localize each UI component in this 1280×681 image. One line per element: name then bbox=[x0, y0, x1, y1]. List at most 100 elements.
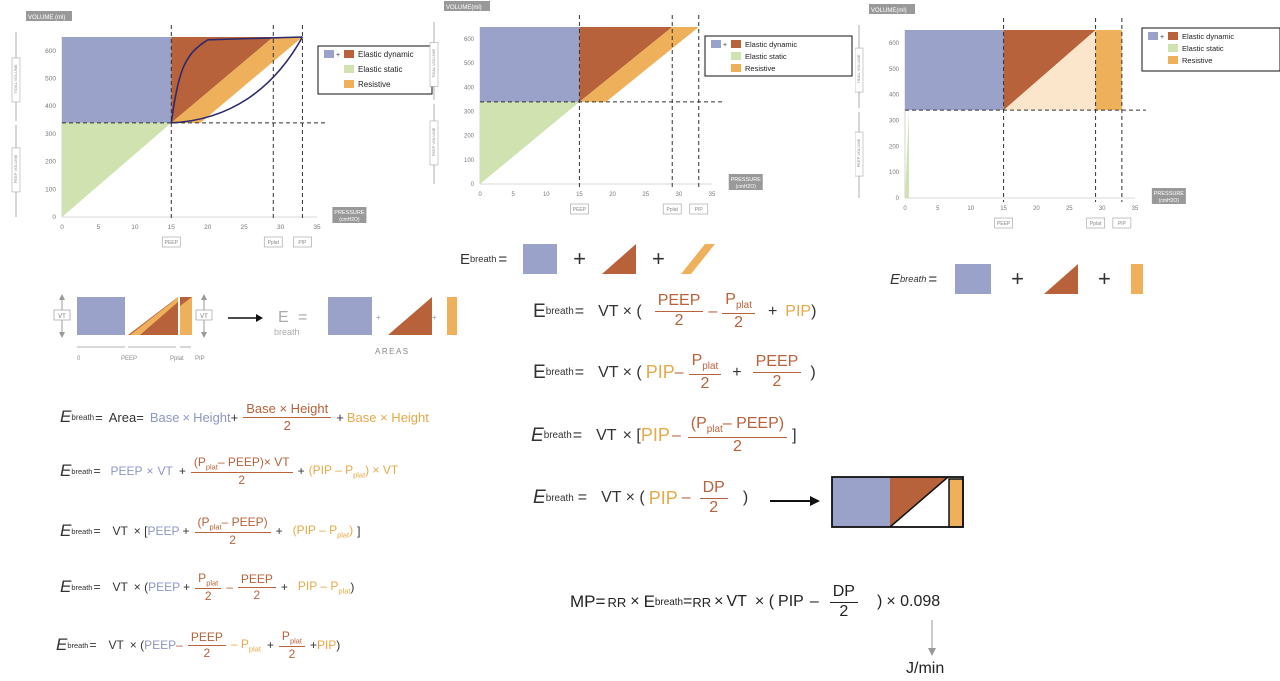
peep-volume-box bbox=[429, 120, 439, 166]
schematic-breath: breath bbox=[274, 327, 300, 337]
elastic-dynamic-swatch bbox=[1044, 264, 1079, 294]
pale-area bbox=[1003, 30, 1096, 111]
block-blue bbox=[832, 477, 890, 527]
legend-label: Elastic dynamic bbox=[745, 40, 797, 49]
legend-plus: + bbox=[1160, 34, 1164, 41]
resistive-area bbox=[171, 37, 303, 123]
legend-swatch bbox=[731, 40, 741, 48]
y-tick-label: 200 bbox=[45, 159, 56, 166]
tidal-volume-box bbox=[855, 47, 864, 93]
vt-tag-left: VT bbox=[58, 314, 66, 320]
pip-tag-box bbox=[689, 203, 709, 215]
resistive-swatch bbox=[1130, 264, 1143, 294]
x-tick-label: 30 bbox=[1099, 206, 1106, 212]
tidal-volume-label: TIDAL VOLUME bbox=[431, 49, 436, 79]
x-tick-label: 35 bbox=[313, 224, 321, 231]
inspiratory-loop bbox=[170, 36, 303, 123]
x-tick-label: 30 bbox=[277, 224, 285, 231]
areas-blue bbox=[328, 297, 372, 335]
peep-volume-label: PEEP VOLUME bbox=[431, 127, 436, 156]
legend-label: Elastic dynamic bbox=[358, 50, 414, 59]
y-tick-label: 100 bbox=[889, 170, 900, 176]
pplat-tag: Pplat bbox=[667, 207, 679, 213]
pressure-blue-swatch bbox=[523, 244, 558, 274]
blue-area bbox=[62, 37, 172, 123]
legend-swatch bbox=[731, 64, 741, 72]
dp-block-diagram bbox=[770, 476, 964, 528]
legend-label: Resistive bbox=[1182, 56, 1212, 65]
svg-text:+: + bbox=[376, 313, 381, 322]
x-tick-label: 10 bbox=[543, 192, 550, 198]
legend-swatch bbox=[1168, 32, 1178, 40]
elastic-dynamic-area bbox=[1003, 30, 1096, 111]
legend-swatch-blue bbox=[324, 50, 334, 58]
xlabel-text: PRESSURE bbox=[731, 177, 762, 183]
x-tick-label: 0 bbox=[60, 224, 64, 231]
y-tick-label: 400 bbox=[889, 93, 900, 99]
legend-label: Elastic static bbox=[1182, 44, 1224, 53]
legend-label: Elastic static bbox=[358, 65, 402, 74]
y-tick-label: 300 bbox=[464, 110, 475, 116]
schematic-axis-pplat: Pplat bbox=[170, 356, 184, 362]
y-tick-label: 100 bbox=[464, 158, 475, 164]
y-tick-label: 600 bbox=[889, 41, 900, 47]
units-label: J/min bbox=[906, 660, 945, 677]
x-tick-label: 35 bbox=[1132, 206, 1139, 212]
blue-area bbox=[480, 27, 580, 102]
peep-tag-box bbox=[994, 217, 1013, 229]
pip-tag: PIP bbox=[695, 207, 704, 213]
x-tick-label: 0 bbox=[478, 192, 482, 198]
y-tick-label: 200 bbox=[464, 134, 475, 140]
pplat-tag-box bbox=[1086, 217, 1105, 229]
pip-tag-box bbox=[1112, 217, 1132, 229]
x-tick-label: 15 bbox=[168, 224, 176, 231]
pplat-tag-box bbox=[662, 203, 682, 215]
areas-brown bbox=[388, 297, 432, 335]
resistive-area bbox=[1095, 30, 1122, 111]
peep-tag: PEEP bbox=[573, 207, 587, 213]
legend-box bbox=[317, 45, 433, 95]
y-tick-label: 600 bbox=[464, 37, 475, 43]
legend-swatch bbox=[344, 65, 354, 73]
blue-area bbox=[905, 30, 1004, 111]
xlabel-text: PRESSURE bbox=[334, 210, 365, 216]
y-tick-label: 500 bbox=[464, 61, 475, 67]
legend-swatch-blue bbox=[1148, 32, 1158, 40]
ylabel-text: VOLUME (ml) bbox=[28, 15, 65, 21]
peep-volume-label: PEEP VOLUME bbox=[856, 138, 861, 167]
y-tick-label: 500 bbox=[45, 76, 56, 83]
vt-tag-right: VT bbox=[200, 314, 208, 320]
areas-label: AREAS bbox=[375, 347, 410, 356]
x-tick-label: 15 bbox=[576, 192, 583, 198]
chart-2: 0 5 10 15 20 25 30 35 0 100 200 300 400 500 600 VOLUME(… bbox=[429, 1, 853, 215]
tidal-volume-label: TIDAL VOLUME bbox=[13, 64, 18, 94]
x-tick-label: 20 bbox=[204, 224, 212, 231]
pressure-blue-swatch bbox=[955, 264, 992, 294]
chart-3: 0 5 10 15 20 25 30 35 0 100 200 300 400 500 600 VOLUME(… bbox=[855, 4, 1280, 229]
area-schematic: VT VT 0 PEEP Pplat PIP E breath = + + AR… bbox=[53, 294, 457, 362]
y-tick-label: 300 bbox=[889, 118, 900, 124]
legend-swatch bbox=[1168, 56, 1178, 64]
peep-volume-box bbox=[855, 131, 864, 177]
ylabel-tag bbox=[444, 1, 490, 11]
xlabel-tag bbox=[1151, 188, 1186, 204]
resistive-area bbox=[579, 27, 699, 102]
schematic-e: E bbox=[278, 309, 289, 326]
elastic-dynamic-area bbox=[579, 27, 673, 102]
peep-tag: PEEP bbox=[997, 221, 1011, 227]
x-tick-label: 25 bbox=[241, 224, 249, 231]
tidal-volume-label: TIDAL VOLUME bbox=[856, 54, 861, 84]
mp-down-arrow bbox=[928, 620, 936, 656]
y-tick-label: 0 bbox=[896, 196, 900, 202]
x-tick-label: 30 bbox=[676, 192, 683, 198]
x-tick-label: 25 bbox=[642, 192, 649, 198]
legend-plus: + bbox=[336, 52, 340, 59]
pplat-tag-box bbox=[263, 236, 283, 248]
